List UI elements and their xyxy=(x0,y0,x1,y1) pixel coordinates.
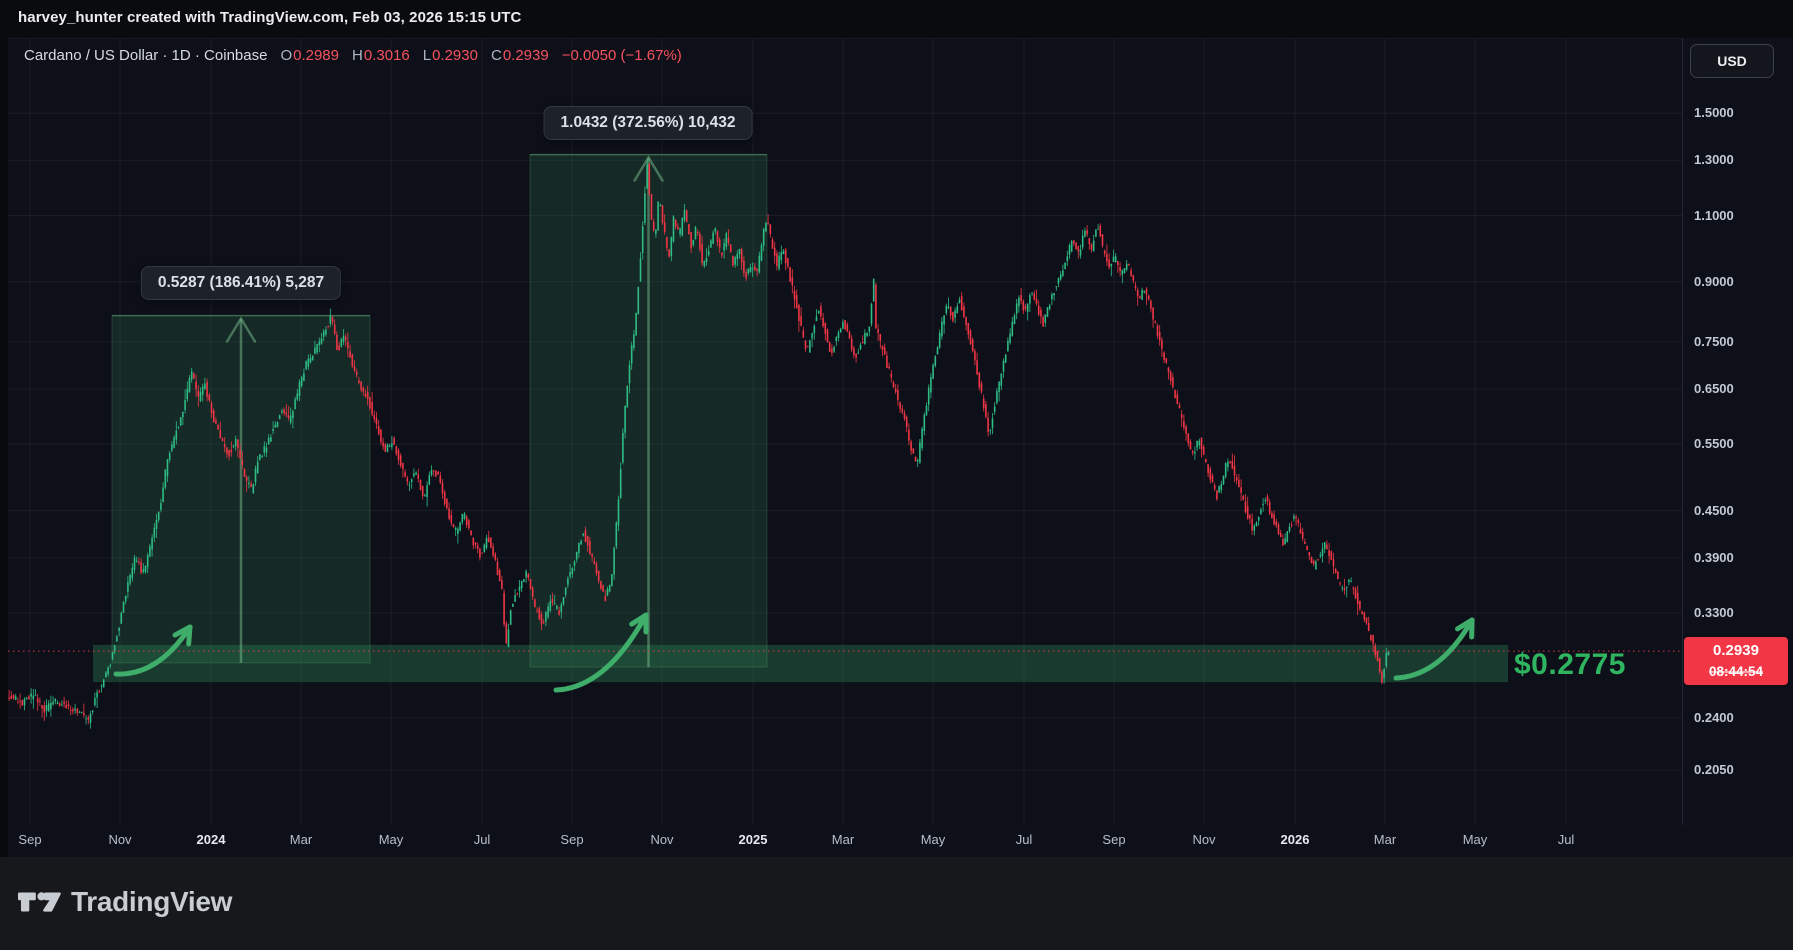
price-tick-0.7500: 0.7500 xyxy=(1694,333,1734,349)
time-tick-may: May xyxy=(378,832,404,847)
chart-pane[interactable] xyxy=(8,38,1682,826)
time-tick-may: May xyxy=(920,832,946,847)
price-axis[interactable] xyxy=(1682,38,1793,825)
bar-countdown: 08:44:54 xyxy=(1708,663,1764,679)
tradingview-logo-icon xyxy=(18,892,61,912)
price-tick-0.5500: 0.5500 xyxy=(1694,436,1734,452)
time-tick-nov: Nov xyxy=(650,832,674,847)
time-tick-2025: 2025 xyxy=(738,832,768,847)
time-tick-2024: 2024 xyxy=(196,832,226,847)
tradingview-logo-text: TradingView xyxy=(71,886,233,917)
time-tick-jul: Jul xyxy=(1557,832,1575,847)
tradingview-logo[interactable]: TradingView xyxy=(18,884,232,920)
range-measure-label-1: 0.5287 (186.41%) 5,287 xyxy=(140,266,342,300)
footer-bar: TradingView xyxy=(0,857,1793,950)
price-tick-1.1000: 1.1000 xyxy=(1694,207,1734,223)
symbol-info-bar: Cardano / US Dollar · 1D · Coinbase O 0.… xyxy=(24,47,682,64)
time-tick-may: May xyxy=(1462,832,1488,847)
range-measure-label-2: 1.0432 (372.56%) 10,432 xyxy=(543,106,753,140)
ohlc-low: L 0.2930 xyxy=(423,47,478,64)
price-tick-0.6500: 0.6500 xyxy=(1694,381,1734,397)
close-label: C xyxy=(490,47,502,64)
time-tick-nov: Nov xyxy=(108,832,132,847)
price-tick-0.9000: 0.9000 xyxy=(1694,273,1734,289)
price-change: −0.0050 (−1.67%) xyxy=(561,47,682,64)
price-tick-0.2400: 0.2400 xyxy=(1694,709,1734,725)
price-tick-0.2050: 0.2050 xyxy=(1694,761,1734,777)
ohlc-close: C 0.2939 xyxy=(491,47,549,64)
time-tick-mar: Mar xyxy=(289,832,313,847)
time-tick-mar: Mar xyxy=(831,832,855,847)
time-tick-jul: Jul xyxy=(473,832,491,847)
open-label: O xyxy=(280,47,293,64)
price-tick-0.3300: 0.3300 xyxy=(1694,604,1734,620)
time-tick-2026: 2026 xyxy=(1280,832,1310,847)
support-zone-price-label: $0.2775 xyxy=(1514,648,1626,681)
time-tick-sep: Sep xyxy=(560,832,584,847)
price-tick-0.3900: 0.3900 xyxy=(1694,549,1734,565)
low-value: 0.2930 xyxy=(432,47,478,64)
price-tick-0.4500: 0.4500 xyxy=(1694,502,1734,518)
ohlc-open: O 0.2989 xyxy=(280,47,339,64)
last-price-value: 0.2939 xyxy=(1713,642,1759,659)
price-tick-1.3000: 1.3000 xyxy=(1694,152,1734,168)
low-label: L xyxy=(422,47,432,64)
open-value: 0.2989 xyxy=(293,47,339,64)
time-tick-nov: Nov xyxy=(1192,832,1216,847)
high-value: 0.3016 xyxy=(363,47,410,64)
attribution-text: harvey_hunter created with TradingView.c… xyxy=(18,9,522,26)
symbol-title[interactable]: Cardano / US Dollar · 1D · Coinbase xyxy=(24,47,268,64)
price-tick-1.5000: 1.5000 xyxy=(1694,105,1734,121)
close-value: 0.2939 xyxy=(502,47,549,64)
time-tick-jul: Jul xyxy=(1015,832,1033,847)
ohlc-high: H 0.3016 xyxy=(352,47,410,64)
currency-unit-button[interactable]: USD xyxy=(1690,44,1774,78)
time-tick-mar: Mar xyxy=(1373,832,1397,847)
last-price-tag[interactable]: 0.2939 08:44:54 xyxy=(1684,637,1788,685)
high-label: H xyxy=(352,47,363,64)
time-tick-sep: Sep xyxy=(18,832,42,847)
time-tick-sep: Sep xyxy=(1102,832,1126,847)
attribution-bar: harvey_hunter created with TradingView.c… xyxy=(0,0,1793,38)
